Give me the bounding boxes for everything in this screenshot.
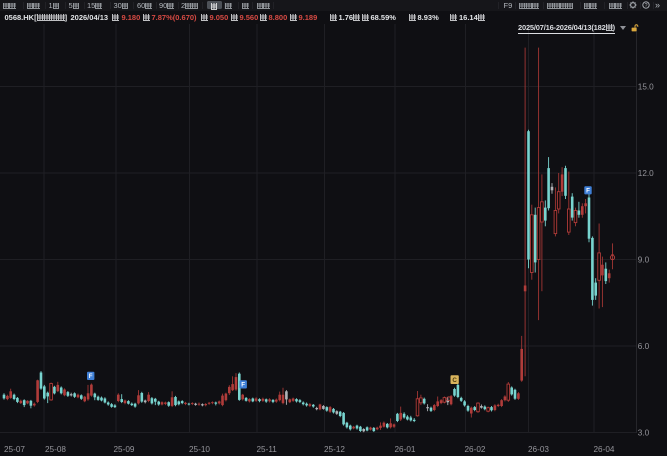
svg-text:F: F <box>89 373 93 380</box>
svg-text:26-01: 26-01 <box>395 445 416 454</box>
svg-text:25-07: 25-07 <box>4 445 25 454</box>
svg-text:9.0: 9.0 <box>638 256 650 265</box>
svg-text:15.0: 15.0 <box>638 83 654 92</box>
svg-text:25-12: 25-12 <box>324 445 345 454</box>
svg-text:26-02: 26-02 <box>465 445 486 454</box>
svg-text:25-09: 25-09 <box>114 445 135 454</box>
svg-text:?: ? <box>644 3 647 9</box>
svg-text:12.0: 12.0 <box>638 169 654 178</box>
svg-text:F: F <box>586 188 590 195</box>
svg-text:26-04: 26-04 <box>594 445 615 454</box>
svg-text:25-10: 25-10 <box>189 445 210 454</box>
svg-text:6.0: 6.0 <box>638 342 650 351</box>
svg-text:C: C <box>452 377 457 384</box>
svg-text:26-03: 26-03 <box>528 445 549 454</box>
svg-text:3.0: 3.0 <box>638 429 650 438</box>
svg-text:25-11: 25-11 <box>257 445 278 454</box>
svg-text:F: F <box>241 382 245 389</box>
svg-text:25-08: 25-08 <box>45 445 66 454</box>
